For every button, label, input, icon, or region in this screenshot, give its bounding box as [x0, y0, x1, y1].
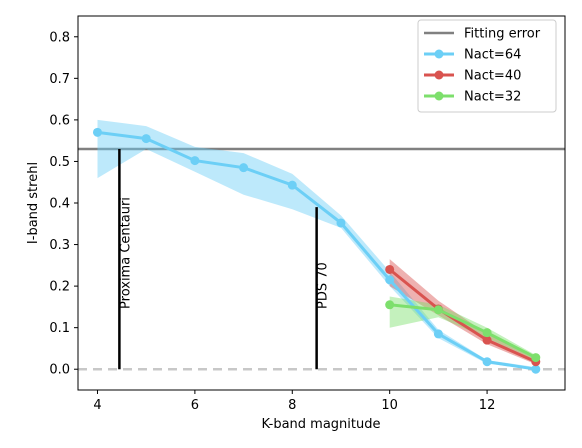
series-3-point [385, 300, 395, 310]
series-1-point [287, 180, 297, 190]
y-tick-label: 0.7 [49, 72, 70, 87]
y-tick-label: 0.0 [49, 363, 70, 378]
x-tick-label: 12 [479, 398, 496, 413]
series-line-3 [389, 303, 537, 359]
x-tick-label: 4 [93, 398, 101, 413]
series-1-point [433, 329, 443, 339]
legend-marker-4 [434, 91, 444, 101]
x-tick-label: 10 [381, 398, 398, 413]
axes: 4 6 8 10 12 0.0 0.1 0.2 0.3 0.4 0.5 0.6 0.7 0.8 [49, 30, 495, 413]
series-1-point [336, 218, 346, 228]
series-2-point [385, 264, 395, 274]
y-tick-label: 0.6 [49, 113, 70, 128]
legend: Fitting error Nact=64 Nact=40 Nact=32 [417, 19, 557, 113]
legend-label-4: Nact=32 [464, 90, 521, 105]
series-1-point [239, 163, 249, 173]
legend-marker-3 [434, 70, 444, 80]
y-axis-label: I-band strehl [26, 162, 41, 244]
y-tick-label: 0.2 [49, 280, 70, 295]
x-tick-label: 6 [191, 398, 199, 413]
series-1-point [190, 156, 200, 166]
series-band-3 [389, 296, 536, 361]
legend-label-3: Nact=40 [464, 69, 521, 84]
x-axis-label: K-band magnitude [261, 417, 380, 432]
series-band-1 [97, 119, 536, 370]
series-1-point [482, 357, 492, 367]
legend-marker-2 [434, 49, 444, 59]
x-tick-label: 8 [288, 398, 296, 413]
annotation-label-2: PDS 70 [316, 262, 331, 309]
plot-area: Proxima Centauri PDS 70 [78, 119, 565, 374]
y-tick-label: 0.3 [49, 238, 70, 253]
series-line-1 [97, 130, 537, 371]
series-1-point [385, 275, 395, 285]
series-2-point [482, 335, 492, 345]
series-line-2 [388, 268, 537, 364]
y-tick-label: 0.1 [49, 321, 70, 336]
y-tick-label: 0.4 [49, 197, 70, 212]
y-tick-label: 0.5 [49, 155, 70, 170]
series-3-point [531, 353, 541, 363]
series-3-point [482, 328, 492, 338]
annotation-label-1: Proxima Centauri [118, 197, 133, 309]
series-1-point [92, 127, 102, 137]
y-tick-label: 0.8 [49, 30, 70, 45]
legend-box [417, 19, 557, 113]
series-3-point [433, 305, 443, 315]
legend-label-1: Fitting error [464, 27, 541, 42]
series-1-point [531, 364, 541, 374]
series-1-point [141, 134, 151, 144]
legend-label-2: Nact=64 [464, 48, 521, 63]
